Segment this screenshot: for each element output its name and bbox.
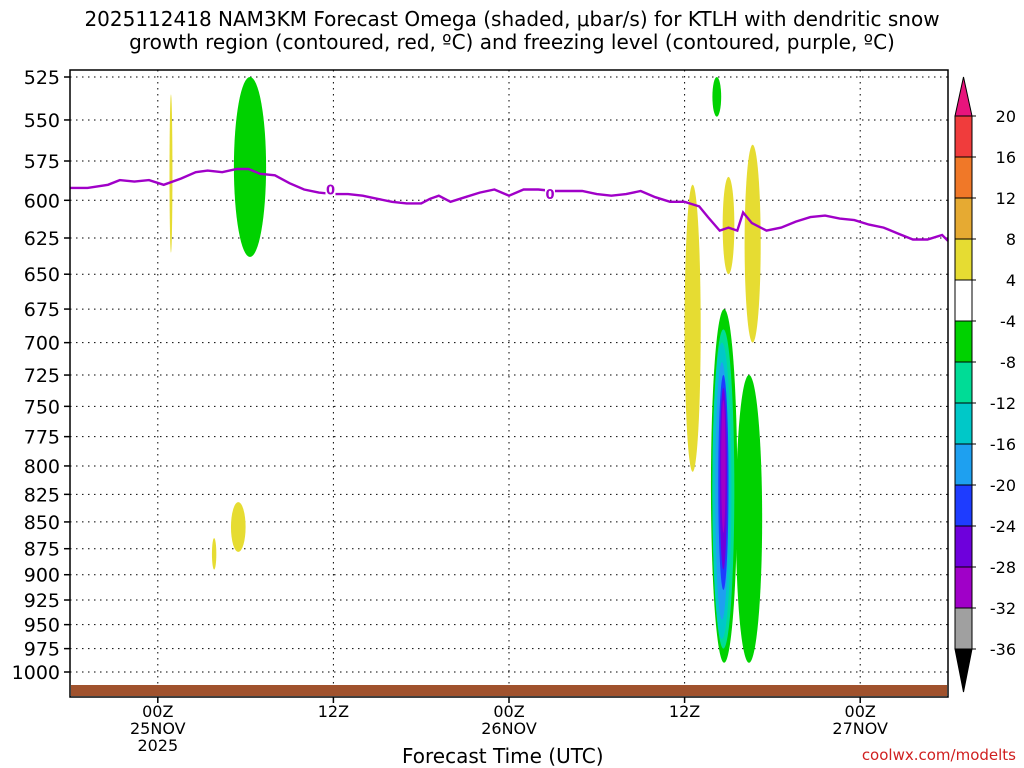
colorbar-bin — [954, 566, 973, 609]
omega-region — [211, 538, 217, 570]
colorbar-bin — [954, 607, 973, 650]
colorbar-bin — [954, 279, 973, 322]
freezing-level-label: 0 — [326, 183, 335, 198]
y-tick-label: 575 — [24, 151, 60, 173]
colorbar-label: -12 — [990, 394, 1016, 413]
omega-region — [169, 94, 173, 253]
omega-region — [684, 184, 701, 472]
colorbar-bin — [954, 443, 973, 486]
colorbar-label: -36 — [990, 640, 1016, 659]
y-tick-label: 775 — [24, 427, 60, 449]
colorbar-bin — [954, 115, 973, 158]
y-tick-label: 900 — [24, 565, 60, 587]
colorbar-label: -32 — [990, 599, 1016, 618]
omega-region — [722, 176, 735, 275]
colorbar-label: -28 — [990, 558, 1016, 577]
x-tick-label: 27NOV — [832, 719, 888, 738]
y-tick-label: 675 — [24, 299, 60, 321]
colorbar-bin — [954, 238, 973, 281]
omega-region — [233, 77, 267, 258]
x-tick-label: 00Z — [493, 702, 524, 721]
colorbar-label: -8 — [1000, 353, 1016, 372]
chart-title-line2: growth region (contoured, red, ºC) and f… — [129, 30, 895, 54]
colorbar-label: 8 — [1006, 230, 1016, 249]
watermark: coolwx.com/modelts — [861, 746, 1016, 764]
omega-region — [735, 375, 763, 663]
colorbar-arrow-top — [954, 76, 973, 117]
colorbar-label: 4 — [1006, 271, 1016, 290]
y-tick-label: 925 — [24, 590, 60, 612]
colorbar-bin — [954, 361, 973, 404]
freezing-level-line — [70, 167, 949, 242]
y-tick-label: 700 — [24, 333, 60, 355]
colorbar-label: -4 — [1000, 312, 1016, 331]
y-tick-label: 750 — [24, 396, 60, 418]
y-tick-label: 850 — [24, 512, 60, 534]
ground-surface — [71, 685, 947, 696]
freezing-level-label: 0 — [545, 188, 554, 203]
colorbar-label: 20 — [996, 107, 1016, 126]
y-axis: 525 550 575 600 625 650 675 700 725 750 775 800 825 8… — [12, 67, 70, 684]
colorbar-label: 16 — [996, 148, 1016, 167]
colorbar: 20 16 12 8 4 -4 -8 -12 -16 -20 -24 -28 -32 -36 — [954, 76, 1016, 693]
colorbar-bin — [954, 402, 973, 445]
x-tick-label: 12Z — [318, 702, 349, 721]
freezing-level-label-bg — [544, 186, 555, 201]
colorbar-label: -16 — [990, 435, 1016, 454]
y-tick-label: 525 — [24, 67, 60, 89]
y-tick-label: 725 — [24, 365, 60, 387]
colorbar-bin — [954, 525, 973, 568]
x-tick-label: 25NOV — [130, 719, 186, 738]
colorbar-bin — [954, 484, 973, 527]
omega-region — [712, 77, 722, 117]
omega-region — [721, 400, 726, 533]
x-tick-label: 00Z — [142, 702, 173, 721]
y-tick-label: 650 — [24, 264, 60, 286]
freezing-level-label-bg — [325, 181, 336, 196]
grid-lines — [70, 70, 948, 697]
x-axis-title: Forecast Time (UTC) — [402, 744, 604, 768]
y-tick-label: 825 — [24, 484, 60, 506]
y-tick-label: 600 — [24, 190, 60, 212]
chart-title-line1: 2025112418 NAM3KM Forecast Omega (shaded… — [84, 7, 940, 31]
x-tick-label: 12Z — [669, 702, 700, 721]
colorbar-arrow-bottom — [954, 648, 973, 693]
y-tick-label: 625 — [24, 228, 60, 250]
x-tick-label: 2025 — [137, 736, 178, 755]
colorbar-label: -24 — [990, 517, 1016, 536]
x-tick-label: 00Z — [845, 702, 876, 721]
colorbar-bin — [954, 156, 973, 199]
colorbar-bin — [954, 320, 973, 363]
colorbar-label: -20 — [990, 476, 1016, 495]
y-tick-label: 1000 — [12, 662, 60, 684]
y-tick-label: 975 — [24, 639, 60, 661]
y-tick-label: 950 — [24, 615, 60, 637]
y-tick-label: 800 — [24, 456, 60, 478]
y-tick-label: 550 — [24, 110, 60, 132]
colorbar-label: 12 — [996, 189, 1016, 208]
omega-shading — [169, 77, 763, 663]
omega-region — [744, 144, 761, 343]
y-tick-label: 875 — [24, 539, 60, 561]
omega-region — [230, 502, 246, 552]
x-tick-label: 26NOV — [481, 719, 537, 738]
colorbar-bin — [954, 197, 973, 240]
